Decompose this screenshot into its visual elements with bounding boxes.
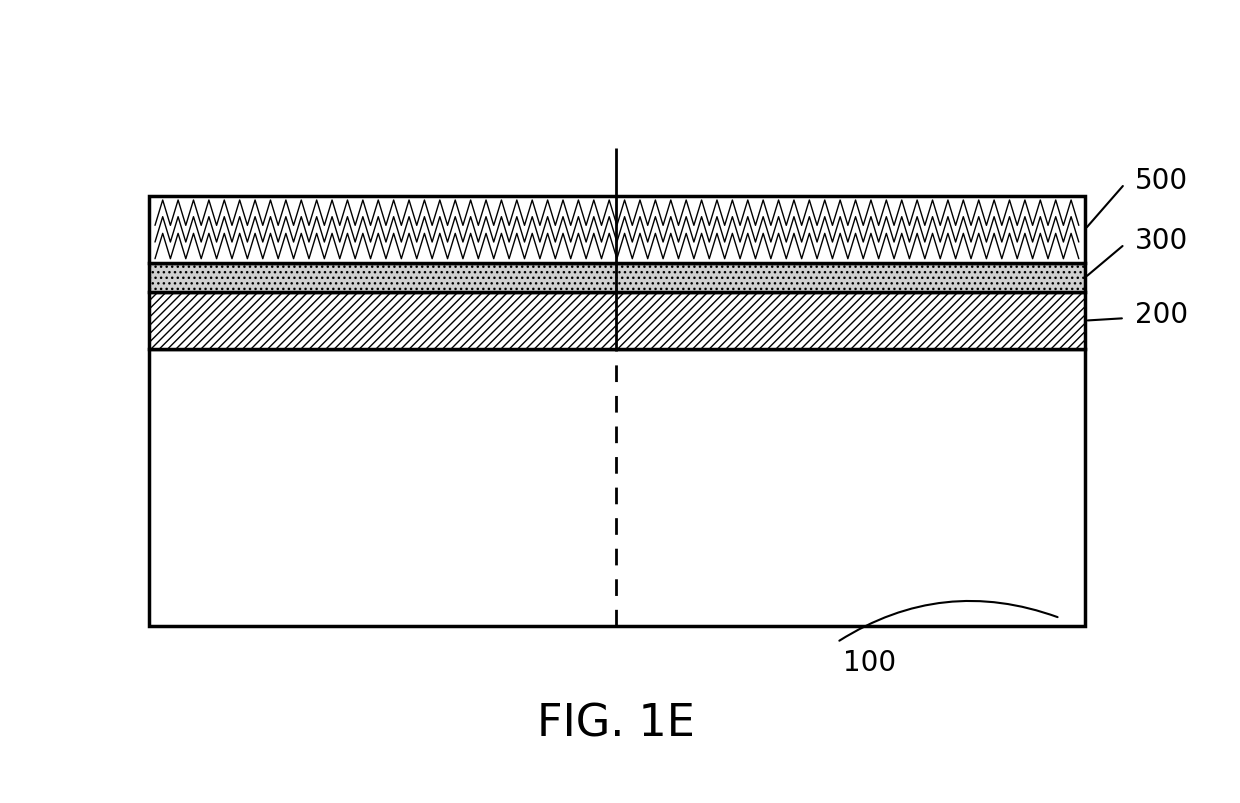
Text: FIG. 1E: FIG. 1E: [537, 701, 696, 744]
Bar: [149, 349, 1085, 626]
Text: 500: 500: [1135, 167, 1188, 194]
Text: 300: 300: [1135, 227, 1188, 255]
Bar: [149, 263, 1085, 293]
Text: 100: 100: [843, 649, 897, 676]
Text: 200: 200: [1135, 301, 1188, 328]
Bar: [149, 197, 1085, 263]
Bar: [149, 293, 1085, 349]
